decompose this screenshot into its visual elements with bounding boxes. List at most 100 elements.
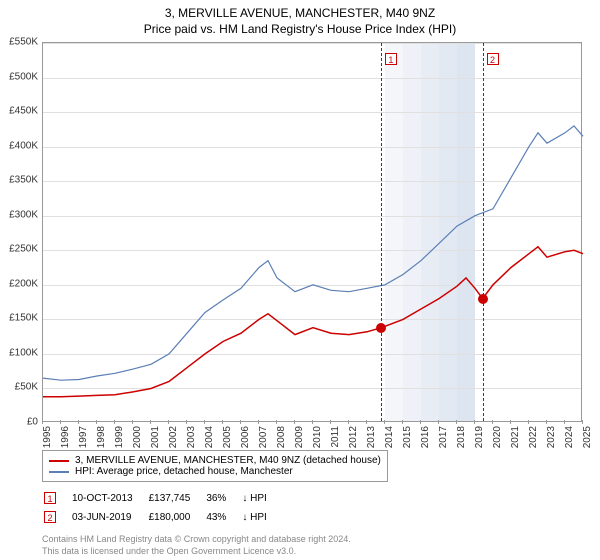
- x-tick: [96, 420, 97, 424]
- sale-date: 10-OCT-2013: [72, 490, 147, 507]
- x-axis-label: 2017: [438, 426, 449, 448]
- x-tick: [258, 420, 259, 424]
- x-axis-label: 1998: [96, 426, 107, 448]
- sale-price: £180,000: [149, 509, 205, 526]
- y-axis-label: £450K: [9, 106, 38, 117]
- x-tick: [582, 420, 583, 424]
- x-axis-label: 1999: [114, 426, 125, 448]
- x-tick: [438, 420, 439, 424]
- x-tick: [78, 420, 79, 424]
- x-axis-label: 2009: [294, 426, 305, 448]
- y-axis-label: £250K: [9, 244, 38, 255]
- legend-row: HPI: Average price, detached house, Manc…: [49, 466, 381, 477]
- y-axis-label: £550K: [9, 37, 38, 48]
- x-axis-label: 1997: [78, 426, 89, 448]
- legend-swatch: [49, 460, 69, 462]
- attribution-line: Contains HM Land Registry data © Crown c…: [42, 534, 582, 546]
- x-axis-label: 2024: [564, 426, 575, 448]
- line-series-svg: [43, 43, 583, 423]
- x-tick: [186, 420, 187, 424]
- x-tick: [348, 420, 349, 424]
- sale-marker-dot: [376, 323, 386, 333]
- x-tick: [294, 420, 295, 424]
- x-axis-label: 2023: [546, 426, 557, 448]
- x-axis-label: 2008: [276, 426, 287, 448]
- sale-pct: 43%: [206, 509, 240, 526]
- sale-marker-line: [483, 43, 484, 421]
- x-axis-label: 2025: [582, 426, 593, 448]
- y-axis-label: £300K: [9, 209, 38, 220]
- y-axis-label: £200K: [9, 278, 38, 289]
- x-tick: [222, 420, 223, 424]
- y-axis-label: £50K: [15, 382, 38, 393]
- x-axis-label: 2022: [528, 426, 539, 448]
- x-tick: [510, 420, 511, 424]
- x-axis-label: 1995: [42, 426, 53, 448]
- x-axis-label: 2020: [492, 426, 503, 448]
- x-tick: [492, 420, 493, 424]
- sale-marker-badge: 2: [44, 511, 56, 523]
- x-axis-label: 2018: [456, 426, 467, 448]
- chart-title: 3, MERVILLE AVENUE, MANCHESTER, M40 9NZ: [0, 0, 600, 22]
- x-tick: [276, 420, 277, 424]
- plot-region: 12: [42, 42, 582, 422]
- x-axis-label: 2012: [348, 426, 359, 448]
- table-row: 203-JUN-2019£180,00043%↓ HPI: [44, 509, 281, 526]
- legend-box: 3, MERVILLE AVENUE, MANCHESTER, M40 9NZ …: [42, 450, 388, 482]
- sale-marker-line: [381, 43, 382, 421]
- x-axis-label: 2019: [474, 426, 485, 448]
- x-axis-label: 2007: [258, 426, 269, 448]
- sale-vs-hpi: ↓ HPI: [242, 509, 280, 526]
- x-tick: [150, 420, 151, 424]
- y-axis-label: £350K: [9, 175, 38, 186]
- legend-and-footer: 3, MERVILLE AVENUE, MANCHESTER, M40 9NZ …: [42, 450, 582, 557]
- x-axis-label: 2010: [312, 426, 323, 448]
- chart-area: 12 £0£50K£100K£150K£200K£250K£300K£350K£…: [42, 42, 582, 422]
- x-tick: [564, 420, 565, 424]
- x-tick: [42, 420, 43, 424]
- y-axis-label: £100K: [9, 347, 38, 358]
- sale-price: £137,745: [149, 490, 205, 507]
- series-hpi: [43, 126, 583, 380]
- x-axis-label: 2016: [420, 426, 431, 448]
- x-axis-label: 2002: [168, 426, 179, 448]
- x-axis-label: 2003: [186, 426, 197, 448]
- x-tick: [330, 420, 331, 424]
- attribution-line: This data is licensed under the Open Gov…: [42, 546, 582, 558]
- sales-table: 110-OCT-2013£137,74536%↓ HPI203-JUN-2019…: [42, 488, 283, 528]
- sale-marker-badge: 2: [487, 53, 499, 65]
- x-tick: [474, 420, 475, 424]
- sale-marker-badge: 1: [44, 492, 56, 504]
- x-tick: [60, 420, 61, 424]
- x-axis-label: 2004: [204, 426, 215, 448]
- x-axis-label: 2006: [240, 426, 251, 448]
- table-row: 110-OCT-2013£137,74536%↓ HPI: [44, 490, 281, 507]
- x-tick: [240, 420, 241, 424]
- x-tick: [402, 420, 403, 424]
- sale-marker-dot: [478, 294, 488, 304]
- x-axis-label: 2015: [402, 426, 413, 448]
- x-axis-label: 2013: [366, 426, 377, 448]
- legend-label: 3, MERVILLE AVENUE, MANCHESTER, M40 9NZ …: [75, 455, 381, 466]
- x-tick: [132, 420, 133, 424]
- x-axis-label: 1996: [60, 426, 71, 448]
- x-tick: [528, 420, 529, 424]
- chart-subtitle: Price paid vs. HM Land Registry's House …: [0, 22, 600, 36]
- x-axis-label: 2001: [150, 426, 161, 448]
- x-axis-label: 2014: [384, 426, 395, 448]
- x-tick: [456, 420, 457, 424]
- x-tick: [312, 420, 313, 424]
- y-axis-label: £500K: [9, 71, 38, 82]
- sale-vs-hpi: ↓ HPI: [242, 490, 280, 507]
- x-axis-label: 2005: [222, 426, 233, 448]
- series-property: [43, 247, 583, 397]
- x-tick: [168, 420, 169, 424]
- x-axis-label: 2021: [510, 426, 521, 448]
- attribution: Contains HM Land Registry data © Crown c…: [42, 534, 582, 557]
- legend-swatch: [49, 471, 69, 473]
- x-tick: [366, 420, 367, 424]
- y-axis-label: £0: [27, 417, 38, 428]
- x-tick: [420, 420, 421, 424]
- x-axis-label: 2000: [132, 426, 143, 448]
- x-tick: [204, 420, 205, 424]
